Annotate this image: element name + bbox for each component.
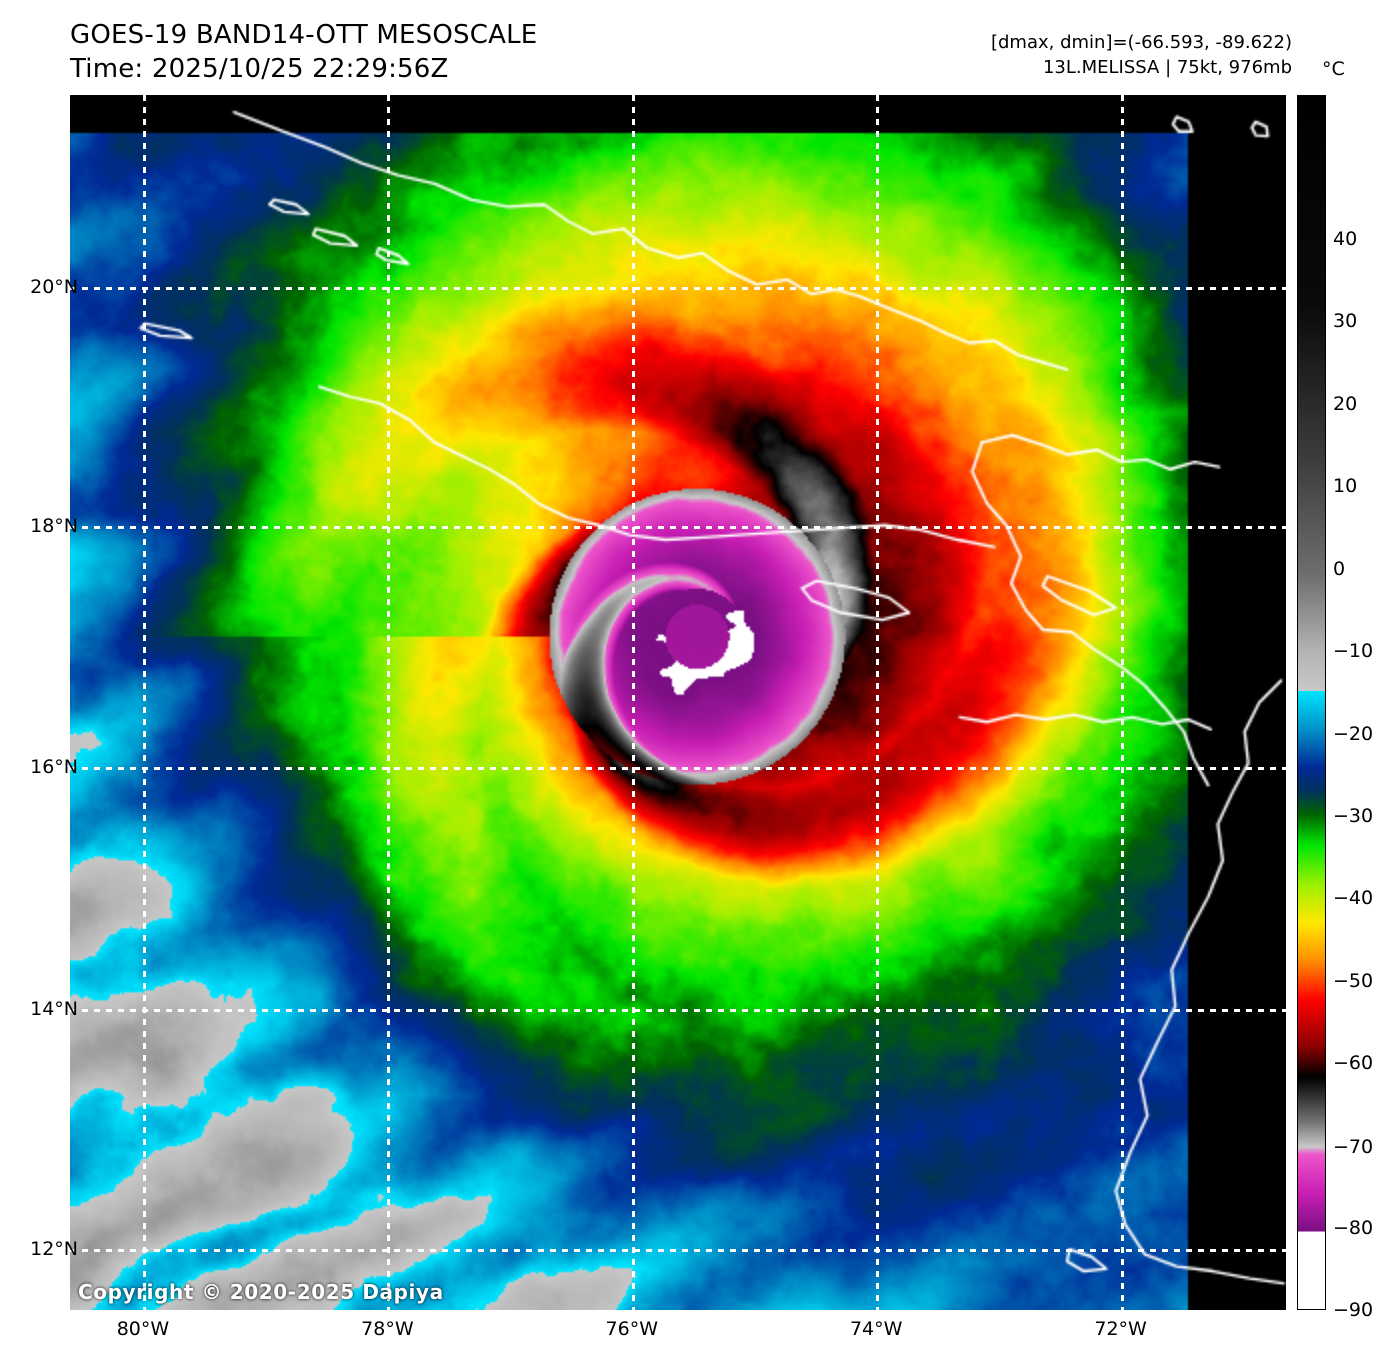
colorbar-tick--90: −90 — [1333, 1299, 1374, 1322]
lon-tick-80: 80°W — [116, 1318, 170, 1340]
satellite-map-frame[interactable]: Copyright © 2020-2025 Dapiya — [70, 95, 1286, 1310]
timestamp-label: Time: 2025/10/25 22:29:56Z — [70, 54, 449, 84]
lon-tick-78: 78°W — [361, 1318, 414, 1340]
header-title-block: GOES-19 BAND14-OTT MESOSCALE Time: 2025/… — [70, 18, 537, 86]
colorbar-tick-30: 30 — [1333, 310, 1358, 333]
colorbar-tick-20: 20 — [1333, 393, 1358, 416]
colorbar-unit-label: °C — [1322, 58, 1345, 80]
lon-tick-74: 74°W — [849, 1318, 903, 1340]
colorbar-tick--40: −40 — [1333, 887, 1374, 910]
page-title: GOES-19 BAND14-OTT MESOSCALE — [70, 20, 538, 50]
storm-info-label: 13L.MELISSA | 75kt, 976mb — [1042, 57, 1292, 78]
colorbar[interactable] — [1297, 95, 1326, 1310]
lat-tick-16: 16°N — [30, 755, 78, 778]
lat-tick-18: 18°N — [30, 515, 78, 538]
colorbar-tick--60: −60 — [1333, 1052, 1374, 1075]
copyright-label: Copyright © 2020-2025 Dapiya — [78, 1280, 444, 1304]
colorbar-tick--80: −80 — [1333, 1217, 1374, 1240]
colorbar-gradient — [1298, 96, 1325, 1309]
lat-tick-20: 20°N — [30, 275, 78, 298]
lat-tick-12: 12°N — [30, 1238, 78, 1261]
lon-tick-72: 72°W — [1094, 1318, 1147, 1340]
colorbar-tick-0: 0 — [1333, 558, 1346, 581]
colorbar-tick-40: 40 — [1333, 228, 1358, 251]
lat-tick-14: 14°N — [30, 997, 78, 1020]
satellite-image — [70, 95, 1286, 1310]
colorbar-tick--10: −10 — [1333, 640, 1374, 663]
colorbar-tick-10: 10 — [1333, 475, 1358, 498]
colorbar-tick--70: −70 — [1333, 1135, 1374, 1158]
colorbar-tick--20: −20 — [1333, 723, 1374, 746]
colorbar-tick--30: −30 — [1333, 805, 1374, 828]
lon-tick-76: 76°W — [605, 1318, 659, 1340]
dmax-dmin-label: [dmax, dmin]=(-66.593, -89.622) — [990, 32, 1292, 53]
colorbar-tick--50: −50 — [1333, 970, 1374, 993]
header-metadata-block: [dmax, dmin]=(-66.593, -89.622) 13L.MELI… — [991, 30, 1292, 80]
